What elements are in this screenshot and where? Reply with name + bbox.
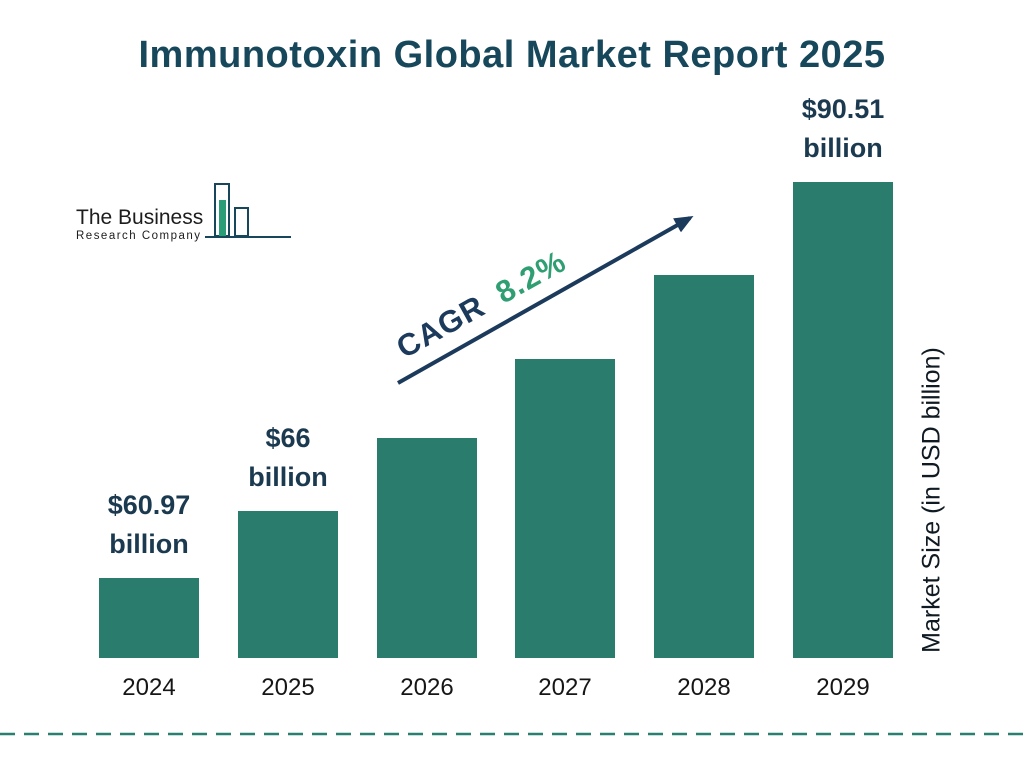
logo-text-line1: The Business — [76, 206, 204, 229]
page-title: Immunotoxin Global Market Report 2025 — [138, 34, 886, 76]
bar-value-label-2024: $60.97 billion — [107, 490, 191, 559]
bar-value-label-2029: $90.51 billion — [801, 94, 885, 163]
bar-2029 — [793, 182, 893, 658]
bar-2028 — [654, 275, 754, 658]
x-tick-2028: 2028 — [677, 674, 731, 701]
logo-text: The Business Research Company — [76, 206, 203, 244]
bar-value-label-2025: $66 billion — [248, 423, 328, 492]
x-tick-2027: 2027 — [538, 674, 592, 701]
logo-text-line2: Research Company — [76, 230, 202, 242]
x-tick-2024: 2024 — [122, 674, 176, 701]
logo: The Business Research Company — [76, 180, 293, 244]
bar-2024 — [99, 578, 199, 658]
x-tick-2026: 2026 — [400, 674, 454, 701]
logo-bars-icon — [205, 183, 292, 238]
y-axis-title: Market Size (in USD billion) — [917, 347, 946, 653]
bar-2025 — [238, 511, 338, 658]
bar-2027 — [515, 359, 615, 658]
bar-chart: 2024 $60.97 billion 2025 $66 billion 2026 2027 2… — [99, 94, 893, 701]
x-tick-2029: 2029 — [816, 674, 870, 701]
x-tick-2025: 2025 — [261, 674, 315, 701]
bar-2026 — [377, 438, 477, 658]
